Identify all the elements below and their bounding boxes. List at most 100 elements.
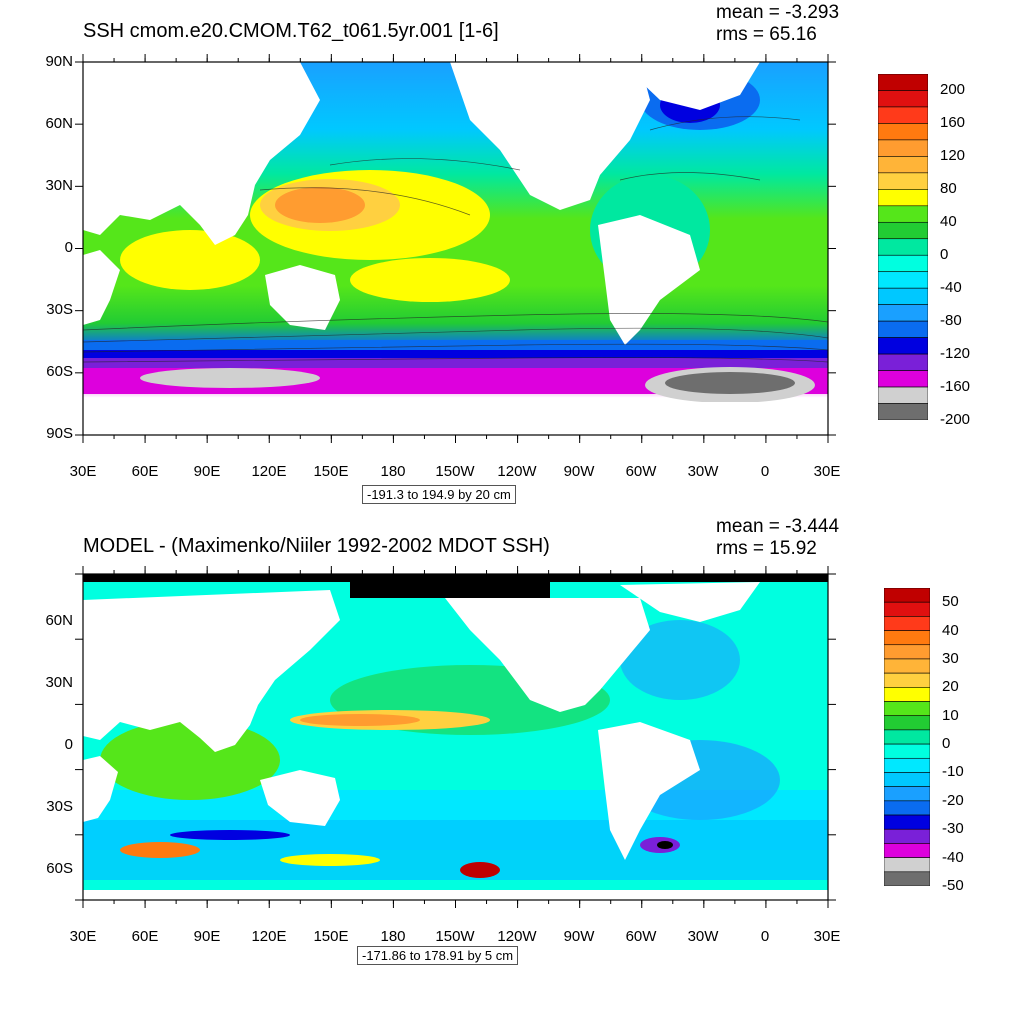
- bottom-colorbar-label: 0: [942, 735, 951, 753]
- top-lon-label: 30E: [813, 463, 841, 480]
- continent-south-america: [598, 722, 700, 860]
- bottom-mean: mean = -3.444: [716, 516, 840, 537]
- top-colorbar-label: -120: [940, 345, 971, 363]
- bottom-colorbar-swatch: [884, 701, 930, 717]
- bottom-colorbar-swatch: [884, 743, 930, 759]
- top-rms: rms = 65.16: [716, 24, 817, 45]
- bottom-colorbar-swatch: [884, 616, 930, 631]
- bottom-map-field: [83, 574, 828, 900]
- continent-north-america: [450, 62, 650, 210]
- bottom-axis-ticks: [75, 566, 836, 908]
- top-panel-title: SSH cmom.e20.CMOM.T62_t061.5yr.001 [1-6]: [83, 20, 499, 42]
- top-colorbar-label: 40: [940, 213, 957, 231]
- bottom-lon-label: 0: [760, 928, 770, 945]
- bottom-panel-title: MODEL - (Maximenko/Niiler 1992-2002 MDOT…: [83, 535, 550, 557]
- bottom-lon-label: 30E: [813, 928, 841, 945]
- top-colorbar-label: 200: [940, 81, 966, 99]
- top-mean: mean = -3.293: [716, 2, 840, 23]
- bottom-colorbar-swatch: [884, 814, 930, 830]
- bottom-lon-label: 120E: [251, 928, 287, 945]
- bottom-colorbar-label: 40: [942, 621, 959, 639]
- continent-greenland: [620, 582, 760, 622]
- top-lon-label: 120W: [497, 463, 537, 480]
- continent-australia: [265, 265, 340, 330]
- continent-north-america: [445, 598, 650, 712]
- bottom-lat-label: 30N: [45, 674, 73, 691]
- bottom-colorbar-label: -50: [942, 877, 964, 894]
- bottom-colorbar-label: -30: [942, 820, 964, 838]
- bottom-colorbar-swatch: [884, 800, 930, 816]
- continent-australia: [260, 770, 340, 826]
- top-axis-ticks: [75, 54, 836, 443]
- bottom-lon-label: 120W: [497, 928, 537, 945]
- bottom-colorbar-label: 30: [942, 649, 959, 667]
- top-colorbar-label: 80: [940, 180, 957, 198]
- top-lon-label: 180: [380, 463, 406, 480]
- bottom-colorbar-label: 10: [942, 706, 959, 724]
- bottom-colorbar-swatch: [884, 729, 930, 745]
- top-lat-label: 90N: [45, 53, 73, 70]
- bottom-colorbar-swatch: [884, 772, 930, 787]
- top-map: [75, 54, 836, 443]
- top-lon-label: 90E: [193, 463, 221, 480]
- bottom-lat-label: 30S: [46, 798, 73, 815]
- bottom-colorbar-label: 20: [942, 678, 959, 696]
- bottom-lon-label: 90W: [563, 928, 595, 945]
- bottom-colorbar-swatch: [884, 828, 930, 844]
- top-colorbar-label: -160: [940, 378, 971, 396]
- bottom-colorbar-swatch: [884, 658, 930, 674]
- bottom-range-label: -171.86 to 178.91 by 5 cm: [357, 946, 519, 965]
- bottom-lat-label: 60S: [46, 860, 73, 877]
- continent-eurasia: [83, 62, 320, 245]
- top-map-field: [83, 62, 828, 435]
- top-lat-label: 0: [64, 239, 73, 256]
- continent-africa: [83, 250, 120, 325]
- bottom-lon-label: 30E: [69, 928, 97, 945]
- top-colorbar: [878, 74, 928, 420]
- bottom-lat-label: 60N: [45, 612, 73, 629]
- top-lon-label: 60W: [625, 463, 657, 480]
- bottom-colorbar-swatch: [884, 687, 930, 702]
- top-lat-label: 90S: [46, 425, 73, 442]
- top-lon-label: 60E: [131, 463, 159, 480]
- bottom-colorbar-swatch: [884, 843, 930, 858]
- bottom-lon-label: 60W: [625, 928, 657, 945]
- continent-south-america: [598, 215, 700, 345]
- bottom-lon-label: 60E: [131, 928, 159, 945]
- bottom-colorbar-swatch: [884, 857, 930, 873]
- top-lon-label: 30E: [69, 463, 97, 480]
- top-lon-label: 150W: [435, 463, 475, 480]
- top-colorbar-label: 0: [940, 246, 949, 264]
- continent-eurasia: [83, 590, 340, 752]
- bottom-colorbar-swatch: [884, 630, 930, 646]
- top-lat-label: 60S: [46, 363, 73, 380]
- top-lat-label: 30N: [45, 177, 73, 194]
- continent-africa: [83, 756, 118, 822]
- bottom-colorbar-swatch: [884, 644, 930, 660]
- bottom-rms: rms = 15.92: [716, 538, 817, 559]
- bottom-lon-label: 180: [380, 928, 406, 945]
- top-lon-label: 90W: [563, 463, 595, 480]
- bottom-colorbar-swatch: [884, 672, 930, 688]
- top-lon-label: 120E: [251, 463, 287, 480]
- bottom-colorbar-swatch: [884, 786, 930, 802]
- bottom-colorbar-label: -10: [942, 763, 964, 781]
- bottom-colorbar-label: -20: [942, 791, 964, 809]
- bottom-colorbar-swatch: [884, 715, 930, 731]
- top-lon-label: 150E: [313, 463, 349, 480]
- top-lon-label: 30W: [687, 463, 719, 480]
- bottom-lon-label: 150E: [313, 928, 349, 945]
- bottom-colorbar-swatch: [884, 757, 930, 773]
- bottom-colorbar-swatch: [884, 601, 930, 617]
- bottom-lon-label: 30W: [687, 928, 719, 945]
- top-colorbar-label: -200: [940, 411, 971, 428]
- top-panel: SSH cmom.e20.CMOM.T62_t061.5yr.001 [1-6]…: [0, 0, 1024, 510]
- top-colorbar-label: -80: [940, 312, 962, 330]
- top-colorbar-label: 160: [940, 114, 966, 132]
- top-lat-label: 60N: [45, 115, 73, 132]
- bottom-colorbar: [884, 588, 930, 886]
- bottom-lat-label: 0: [64, 736, 73, 753]
- bottom-colorbar-swatch: [884, 588, 930, 603]
